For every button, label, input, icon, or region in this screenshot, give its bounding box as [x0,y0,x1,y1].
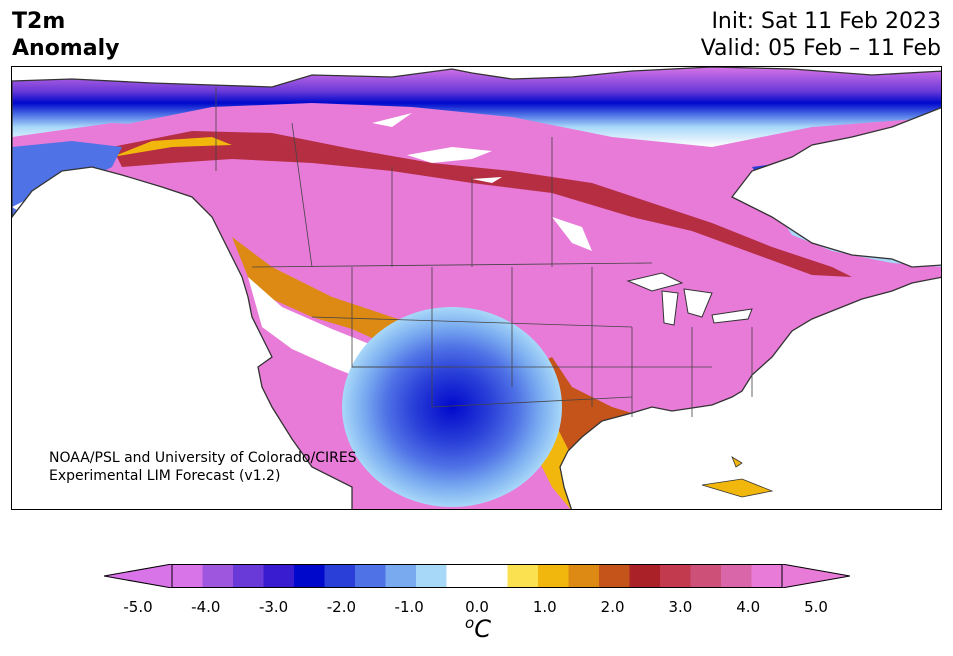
colorbar-tick-label: -1.0 [394,598,424,616]
colorbar-segment [477,564,508,588]
colorbar-segment [507,564,539,588]
colorbar-segment [751,564,783,588]
colorbar-segment [599,564,630,588]
colorbar-segments [172,564,783,588]
units-celsius: C [474,615,491,643]
colorbar-tick-label: 3.0 [668,598,693,616]
colorbar-tick-label: -2.0 [326,598,357,616]
colorbar-segment [355,564,386,588]
great-lakes [626,272,753,326]
colorbar-segment [568,564,600,588]
valid-range: Valid: 05 Feb – 11 Feb [700,36,941,61]
colorbar-segment [721,564,752,588]
colorbar-segment [233,564,264,588]
colorbar-segment [446,564,478,588]
colorbar-tick-label: 2.0 [600,598,625,616]
forecast-dates: Init: Sat 11 Feb 2023 Valid: 05 Feb – 11… [701,8,941,62]
anomaly-field [12,67,941,509]
colorbar-segment [629,564,661,588]
credit-text: NOAA/PSL and University of Colorado/CIRE… [49,449,357,485]
title-line-2: Anomaly [12,36,120,61]
credit-line-2: Experimental LIM Forecast (v1.2) [49,468,281,484]
init-date: Init: Sat 11 Feb 2023 [711,9,941,34]
canadian-lakes [372,113,592,251]
anomaly-map [12,67,941,509]
colorbar-segment [538,564,569,588]
map-panel [11,66,942,510]
colorbar-segment [294,564,325,588]
colorbar-segment [263,564,295,588]
colorbar-tick-label: -5.0 [123,598,153,616]
units-degree: o [465,614,475,632]
colorbar-tick-label: 5.0 [804,598,828,616]
colorbar-segment [660,564,691,588]
colorbar-tick-label: -3.0 [258,598,289,616]
colorbar-segment [202,564,234,588]
map-title: T2m Anomaly [12,8,119,62]
colorbar-segment [172,564,203,588]
title-line-1: T2m [12,9,66,34]
colorbar-tick-label: 4.0 [736,598,761,616]
colorbar-tick-label: 1.0 [532,598,557,616]
caribbean-islands [701,456,774,498]
colorbar-max-arrow [781,564,850,588]
colorbar-tick-label: -4.0 [191,598,221,616]
colorbar-segment [690,564,722,588]
colorbar-outline [171,564,783,588]
political-borders [215,87,753,417]
colorbar-tick-label: 0.0 [465,598,489,616]
colorbar-segment [324,564,356,588]
units-label: oC [465,614,491,643]
colorbar-segment [385,564,417,588]
colorbar-min-arrow [104,564,173,588]
colorbar-segment [416,564,447,588]
credit-line-1: NOAA/PSL and University of Colorado/CIRE… [49,450,357,466]
colorbar [104,564,850,588]
